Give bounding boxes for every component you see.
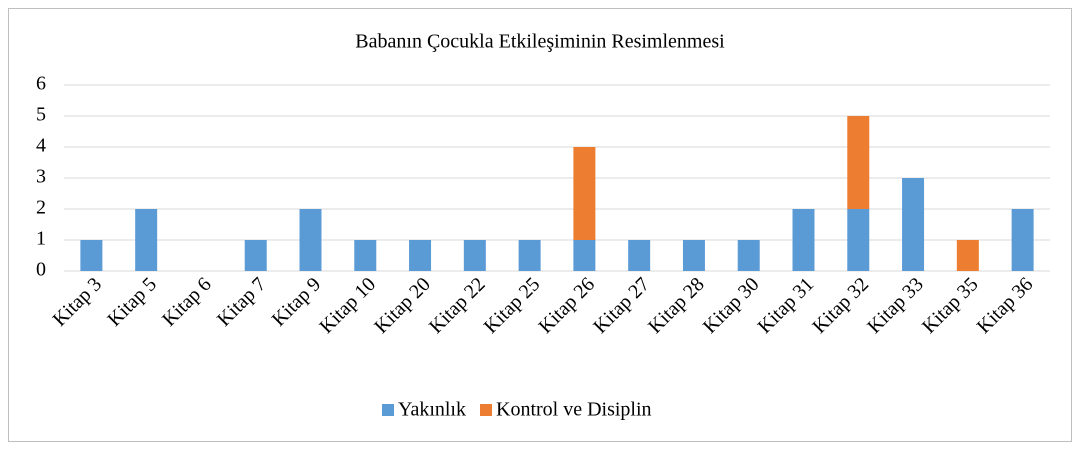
y-tick-label: 3 [36, 166, 46, 188]
y-tick-label: 1 [36, 228, 46, 250]
bar-segment [244, 240, 267, 271]
bar-segment [682, 240, 705, 271]
bar-segment [847, 116, 870, 209]
bar-segment [573, 240, 596, 271]
legend-swatch [382, 404, 394, 416]
y-tick-label: 4 [36, 135, 46, 157]
bar-segment [463, 240, 486, 271]
y-tick-label: 2 [36, 197, 46, 219]
y-tick-label: 5 [36, 104, 46, 126]
y-tick-label: 0 [36, 259, 46, 281]
bar-segment [135, 209, 158, 271]
y-tick-label: 6 [36, 73, 46, 95]
bar-segment [518, 240, 541, 271]
bar-segment [956, 240, 979, 271]
legend-label: Kontrol ve Disiplin [496, 399, 652, 421]
bar-segment [902, 178, 925, 271]
bar-segment [354, 240, 377, 271]
chart-frame [8, 8, 1072, 442]
chart-title: Babanın Çocukla Etkileşiminin Resimlenme… [355, 31, 725, 53]
bar-segment [1011, 209, 1034, 271]
bar-segment [299, 209, 322, 271]
bar-segment [792, 209, 815, 271]
bar-segment [80, 240, 103, 271]
legend-swatch [480, 404, 492, 416]
bar-segment [573, 147, 596, 240]
bar-segment [409, 240, 432, 271]
bar-segment [737, 240, 760, 271]
legend-label: Yakınlık [398, 399, 466, 421]
bar-segment [847, 209, 870, 271]
bar-segment [628, 240, 651, 271]
